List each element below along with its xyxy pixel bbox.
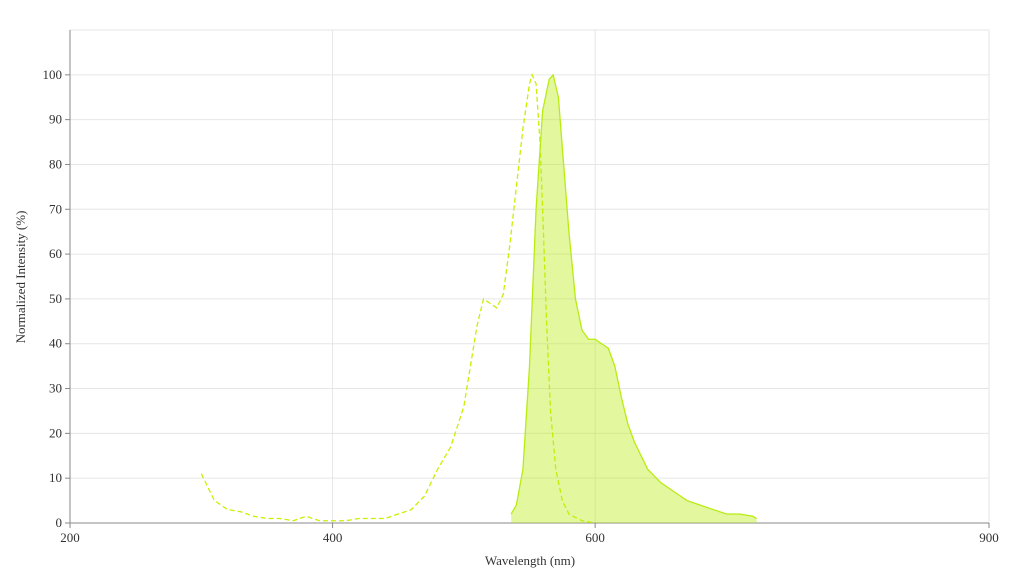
y-axis-label: Normalized Intensity (%) bbox=[13, 211, 28, 344]
y-tick-label: 60 bbox=[49, 246, 62, 261]
spectrum-line bbox=[200, 72, 596, 524]
x-tick-label: 200 bbox=[60, 530, 80, 545]
y-tick-label: 100 bbox=[43, 67, 63, 82]
x-axis-label: Wavelength (nm) bbox=[485, 553, 575, 568]
x-tick-label: 400 bbox=[323, 530, 343, 545]
y-tick-label: 70 bbox=[49, 201, 62, 216]
y-tick-label: 90 bbox=[49, 112, 62, 127]
x-tick-label: 900 bbox=[979, 530, 999, 545]
area-fill bbox=[511, 74, 757, 524]
y-tick-label: 0 bbox=[56, 515, 63, 530]
y-tick-label: 10 bbox=[49, 470, 62, 485]
y-tick-label: 30 bbox=[49, 381, 62, 396]
y-tick-label: 80 bbox=[49, 156, 62, 171]
y-tick-label: 20 bbox=[49, 425, 62, 440]
y-tick-label: 40 bbox=[49, 336, 62, 351]
x-tick-label: 600 bbox=[585, 530, 605, 545]
y-tick-label: 50 bbox=[49, 291, 62, 306]
spectrum-line bbox=[510, 73, 757, 520]
